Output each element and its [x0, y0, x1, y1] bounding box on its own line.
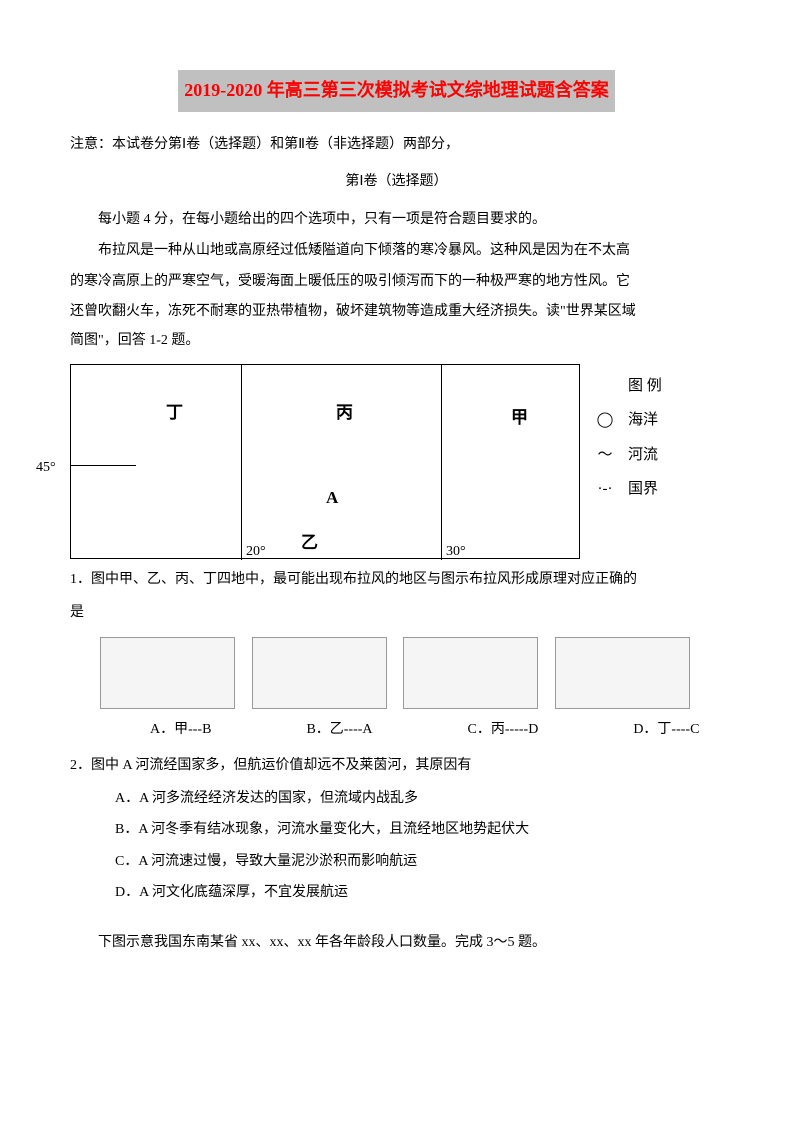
passage1-line1: 布拉风是一种从山地或高原经过低矮隘道向下倾落的寒冷暴风。这种风是因为在不太高: [70, 236, 723, 265]
legend-label-ocean: 海洋: [628, 403, 658, 438]
map-label-jia: 甲: [511, 400, 528, 436]
map-label-yi: 乙: [301, 525, 318, 561]
final-passage: 下图示意我国东南某省 xx、xx、xx 年各年龄段人口数量。完成 3～5 题。: [70, 928, 723, 957]
q1-option-B: B．乙----A: [306, 715, 372, 744]
map-lon-30: 30°: [446, 537, 466, 566]
map-lonline-1: [241, 365, 242, 560]
notice-text: 注意：本试卷分第Ⅰ卷（选择题）和第Ⅱ卷（非选择题）两部分，: [70, 130, 723, 159]
map-label-ding: 丁: [166, 395, 183, 431]
q1-options: A．甲---B B．乙----A C．丙-----D D．丁----C: [150, 715, 723, 744]
q2-stem: 2．图中 A 河流经国家多，但航运价值却远不及莱茵河，其原因有: [70, 751, 723, 780]
map-figure: 丁 丙 甲 A 乙 45° 20° 30° 图 例 ◯海洋 ～河流 ·-· 国界: [70, 364, 715, 559]
q1-option-C: C．丙-----D: [468, 715, 539, 744]
diagram-A: [100, 637, 235, 709]
map-lonline-2: [441, 365, 442, 560]
diagram-C: [403, 637, 538, 709]
passage1-line4: 简图"，回答 1-2 题。: [70, 326, 723, 355]
legend-label-border: 国界: [628, 472, 658, 507]
map-frame: 丁 丙 甲 A 乙 45° 20° 30°: [70, 364, 580, 559]
diagram-B: [252, 637, 387, 709]
legend-symbol-border: ·-·: [590, 472, 620, 507]
map-latline-1: [71, 465, 136, 466]
map-label-A: A: [326, 480, 338, 516]
q2-option-D: D．A 河文化底蕴深厚，不宜发展航运: [115, 878, 723, 907]
map-legend: 图 例 ◯海洋 ～河流 ·-· 国界: [590, 369, 715, 507]
map-lat-45: 45°: [36, 453, 56, 482]
passage1-line2: 的寒冷高原上的严寒空气，受暖海面上暖低压的吸引倾泻而下的一种极严寒的地方性风。它: [70, 267, 723, 296]
q1-option-D: D．丁----C: [633, 715, 699, 744]
q1-stem-line2: 是: [70, 598, 723, 627]
map-lon-20: 20°: [246, 537, 266, 566]
passage1-line3: 还曾吹翻火车，冻死不耐寒的亚热带植物，破坏建筑物等造成重大经济损失。读"世界某区…: [70, 297, 723, 326]
legend-symbol-ocean: ◯: [590, 403, 620, 438]
q2-option-C: C．A 河流速过慢，导致大量泥沙淤积而影响航运: [115, 847, 723, 876]
legend-title: 图 例: [628, 369, 662, 404]
q2-option-B: B．A 河冬季有结冰现象，河流水量变化大，且流经地区地势起伏大: [115, 815, 723, 844]
diagram-D: [555, 637, 690, 709]
legend-label-river: 河流: [628, 438, 658, 473]
instruction-text: 每小题 4 分，在每小题给出的四个选项中，只有一项是符合题目要求的。: [70, 205, 723, 234]
legend-symbol-river: ～: [590, 438, 620, 473]
section-header: 第Ⅰ卷（选择题）: [70, 167, 723, 196]
q1-stem-line1: 1．图中甲、乙、丙、丁四地中，最可能出现布拉风的地区与图示布拉风形成原理对应正确…: [70, 565, 723, 594]
map-label-bing: 丙: [336, 395, 353, 431]
q1-option-A: A．甲---B: [150, 715, 211, 744]
q2-option-A: A．A 河多流经经济发达的国家，但流域内战乱多: [115, 784, 723, 813]
exam-title: 2019-2020 年高三第三次模拟考试文综地理试题含答案: [178, 70, 615, 112]
diagram-row: [100, 637, 690, 709]
